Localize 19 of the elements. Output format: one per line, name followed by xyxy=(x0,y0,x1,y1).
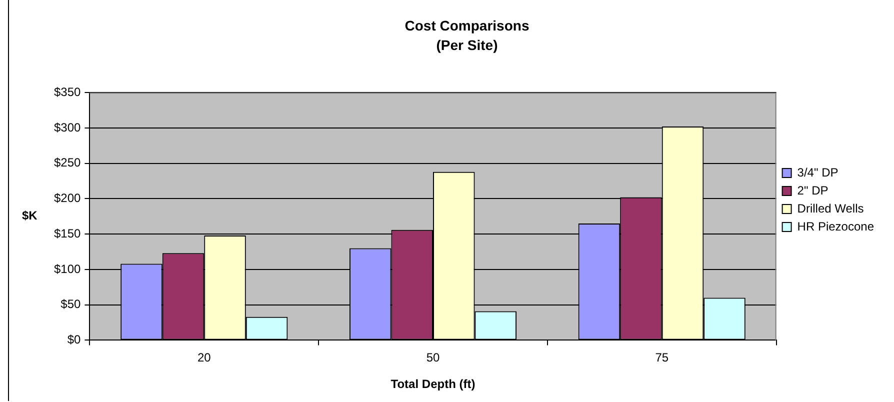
y-tick-label: $350 xyxy=(54,84,82,99)
y-tick-label: $300 xyxy=(54,120,82,134)
x-tick-label: 50 xyxy=(426,350,440,365)
y-tick-label: $150 xyxy=(54,226,82,240)
legend-label: 2" DP xyxy=(797,183,828,198)
x-tick-label: 75 xyxy=(655,350,669,365)
y-tick-label: $100 xyxy=(54,262,82,276)
legend-label: Drilled Wells xyxy=(797,201,864,216)
legend-label: 3/4" DP xyxy=(797,165,838,180)
chart-subtitle: (Per Site) xyxy=(436,37,498,54)
x-axis-title: Total Depth (ft) xyxy=(390,377,476,392)
y-tick-label: $0 xyxy=(67,332,82,347)
legend-label: HR Piezocone xyxy=(797,219,874,234)
y-tick-label: $250 xyxy=(54,156,82,170)
y-tick-label: $200 xyxy=(54,191,82,206)
chart-title: Cost Comparisons xyxy=(404,17,530,34)
y-tick-label: $50 xyxy=(60,297,82,312)
x-tick-label: 20 xyxy=(197,350,212,365)
y-axis-title: $K xyxy=(22,208,38,223)
